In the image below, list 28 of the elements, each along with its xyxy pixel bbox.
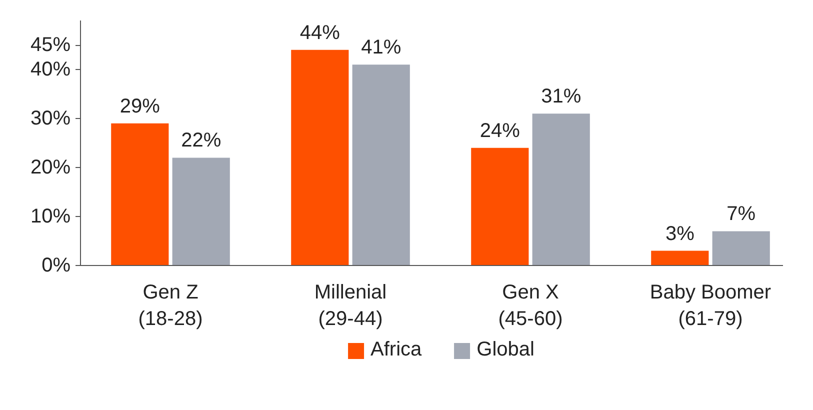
bar [532, 114, 590, 266]
x-tick-label: Millenial (29-44) [314, 282, 387, 330]
y-tick-label: 30% [30, 108, 71, 130]
data-label: 44% [300, 22, 340, 44]
x-tick-label: Gen Z (18-28) [138, 282, 203, 330]
y-tick-label: 10% [30, 206, 71, 228]
y-tick-label: 40% [30, 58, 71, 80]
data-label: 3% [665, 222, 695, 245]
legend-label: Global [476, 338, 534, 362]
bar [111, 123, 169, 266]
bar [712, 231, 770, 266]
y-tick-label: 20% [30, 156, 71, 178]
y-tick-label: 45% [30, 34, 71, 56]
legend-label: Africa [370, 338, 422, 362]
data-label: 31% [541, 86, 582, 108]
x-tick-label: Baby Boomer (61-79) [650, 282, 772, 330]
bar [291, 50, 349, 266]
bar [172, 158, 230, 266]
data-label: 29% [120, 95, 160, 118]
data-label: 22% [181, 130, 222, 152]
data-label: 41% [361, 36, 402, 59]
x-tick-label: Gen X (45-60) [498, 282, 563, 330]
bar [352, 64, 410, 266]
data-label: 7% [726, 203, 756, 226]
bar [651, 250, 709, 266]
bar [471, 148, 529, 266]
y-tick-label: 0% [42, 254, 71, 276]
data-label: 24% [480, 120, 520, 142]
